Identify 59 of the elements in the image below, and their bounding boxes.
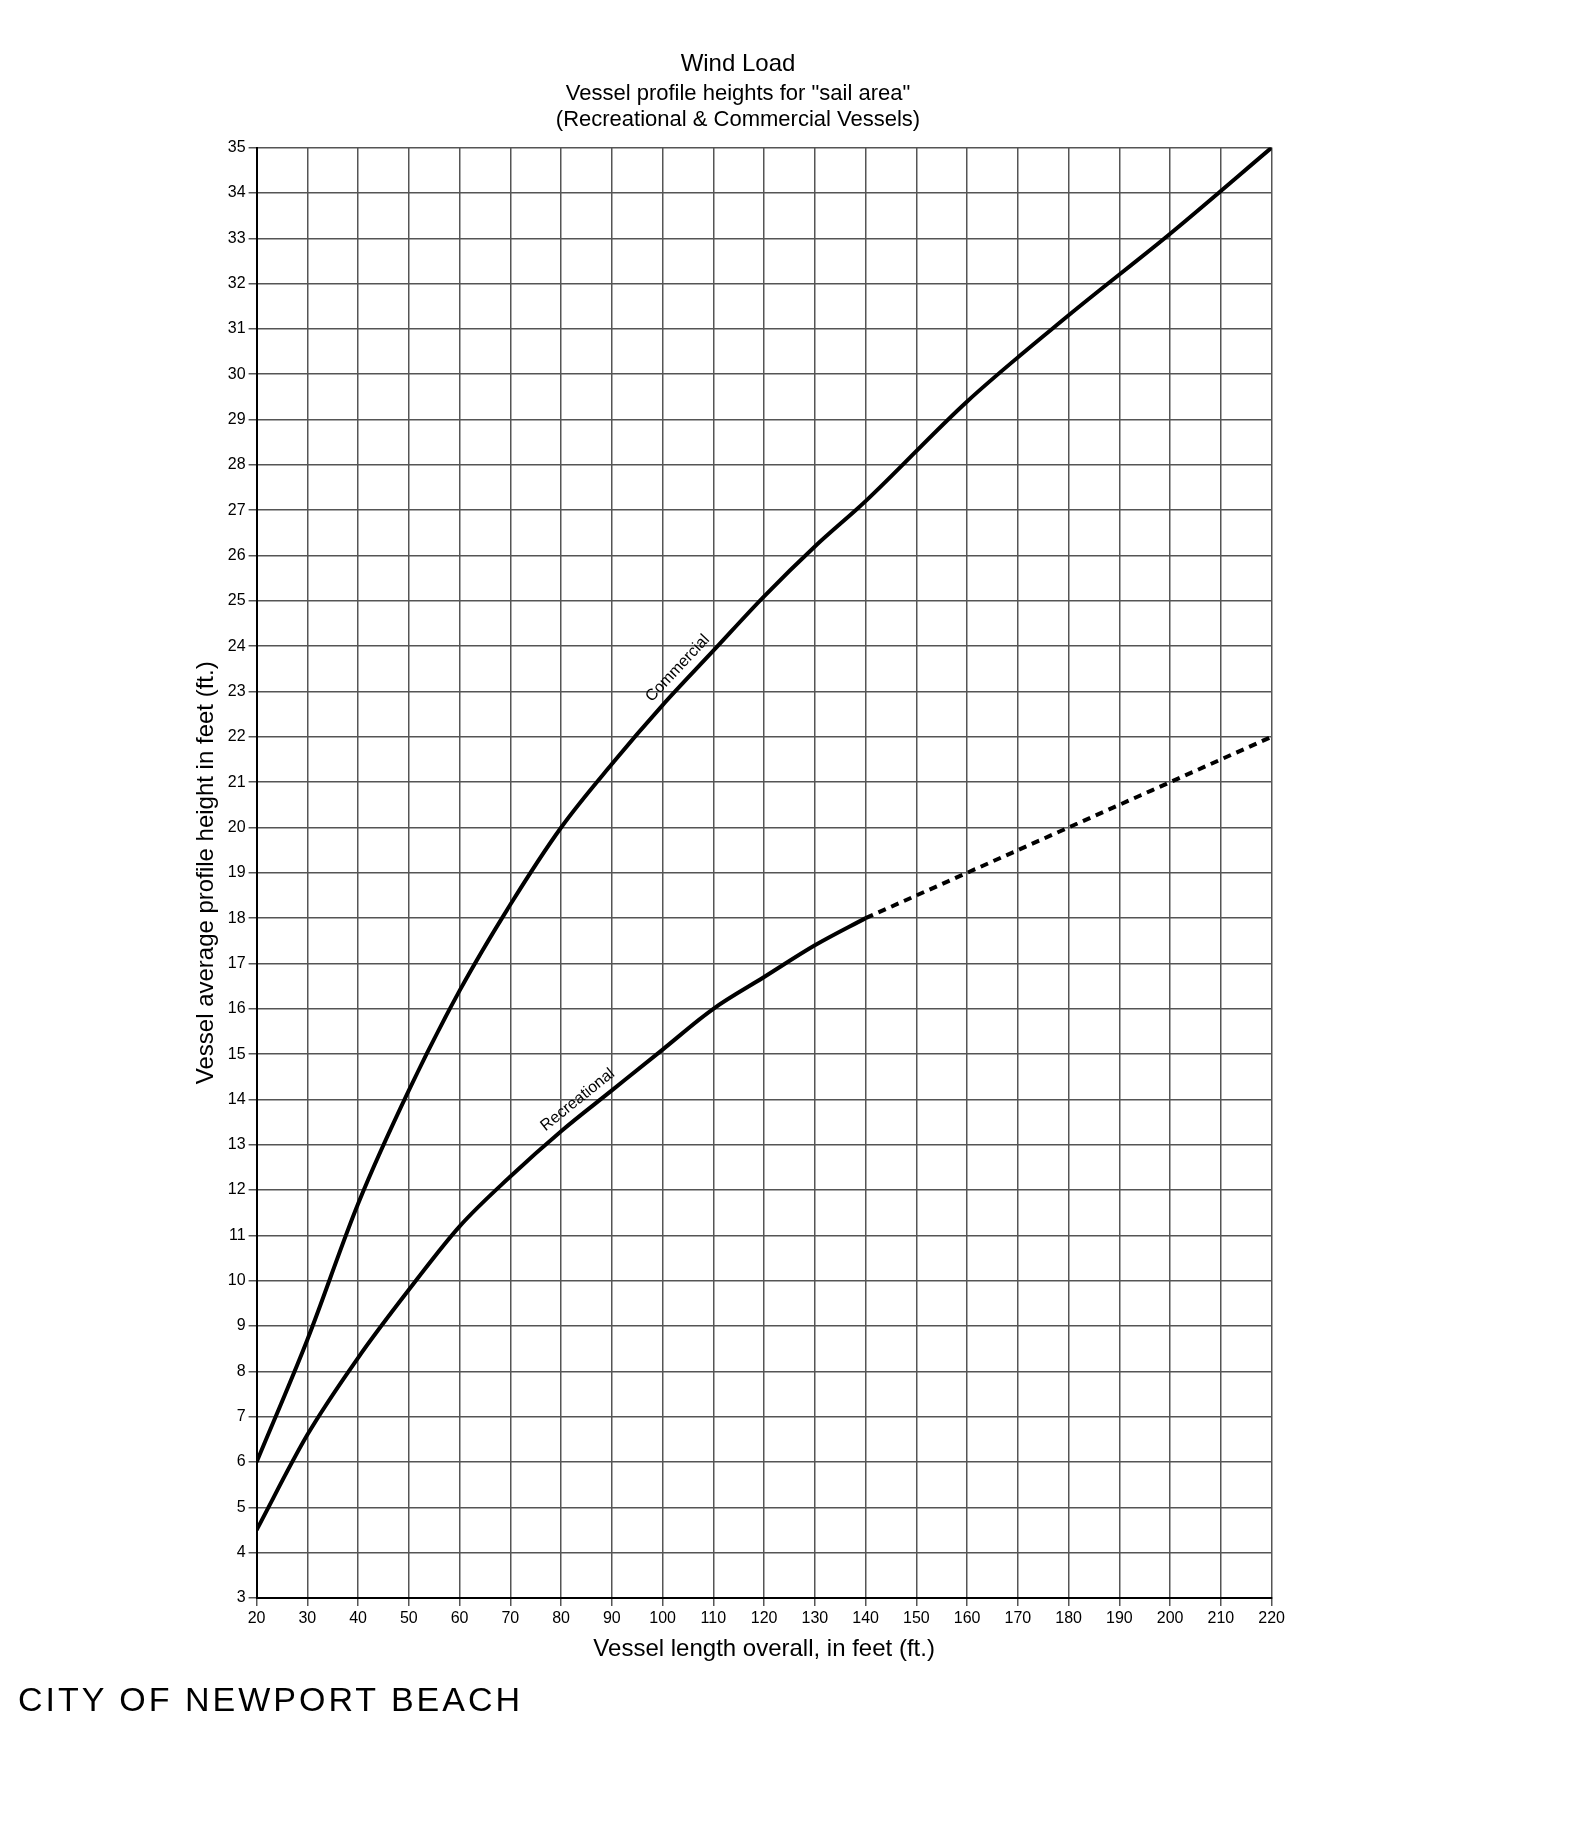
x-tick-label: 130 [801,1609,829,1627]
y-tick-label: 35 [227,138,246,156]
x-tick-label: 50 [399,1609,418,1627]
y-tick-label: 22 [227,727,246,745]
y-tick-label: 33 [227,228,246,246]
x-tick-label: 80 [552,1609,571,1627]
y-axis-title: Vessel average profile height in feet (ft.) [191,661,219,1085]
y-tick-label: 29 [227,409,246,427]
y-tick-label: 10 [227,1271,246,1289]
y-tick-label: 32 [227,273,246,291]
y-tick-label: 15 [227,1044,246,1062]
y-tick-label: 31 [227,319,246,337]
x-tick-label: 120 [750,1609,778,1627]
x-tick-label: 190 [1106,1609,1133,1627]
y-tick-label: 12 [227,1180,246,1198]
y-tick-label: 17 [227,953,246,971]
y-tick-label: 6 [236,1452,246,1470]
x-tick-label: 40 [349,1609,368,1627]
x-tick-label: 110 [700,1609,727,1627]
y-tick-label: 9 [236,1316,246,1334]
x-tick-label: 160 [953,1609,981,1627]
x-tick-label: 220 [1258,1609,1286,1627]
x-tick-label: 90 [602,1609,621,1627]
y-tick-label: 28 [227,455,246,473]
y-tick-label: 11 [228,1225,246,1243]
y-tick-label: 13 [227,1135,246,1153]
x-tick-label: 150 [903,1609,930,1627]
x-tick-label: 200 [1156,1609,1184,1627]
text: CITY OF NEWPORT BEACH [18,1680,525,1719]
x-tick-label: 210 [1207,1609,1235,1627]
x-tick-label: 180 [1055,1609,1083,1627]
x-tick-label: 170 [1004,1609,1032,1627]
y-tick-label: 21 [227,772,246,790]
chart-subtitle: Vessel profile heights for "sail area" (Recreational & Commercial Vessels) [555,80,921,132]
y-tick-label: 26 [227,545,246,563]
y-tick-label: 34 [227,183,246,201]
y-tick-label: 19 [227,863,246,881]
x-tick-label: 30 [298,1609,317,1627]
y-tick-label: 20 [227,817,246,835]
y-tick-label: 30 [227,364,246,382]
y-tick-label: 4 [236,1543,246,1561]
x-tick-label: 140 [852,1609,880,1627]
x-tick-label: 60 [450,1609,469,1627]
x-tick-label: 20 [247,1609,266,1627]
y-tick-label: 7 [236,1407,246,1425]
y-tick-label: 8 [236,1361,246,1379]
x-tick-label: 70 [501,1609,520,1627]
y-tick-label: 25 [227,591,246,609]
y-tick-label: 16 [227,999,246,1017]
x-tick-label: 100 [649,1609,677,1627]
y-tick-label: 23 [227,681,246,699]
y-tick-label: 24 [227,636,246,654]
x-axis-title: Vessel length overall, in feet (ft.) [593,1634,935,1662]
chart-title: Wind Load [680,49,796,77]
y-tick-label: 14 [227,1089,246,1107]
y-tick-label: 3 [236,1588,246,1606]
y-tick-label: 5 [236,1497,246,1515]
y-tick-label: 27 [227,500,246,518]
y-tick-label: 18 [227,908,246,926]
